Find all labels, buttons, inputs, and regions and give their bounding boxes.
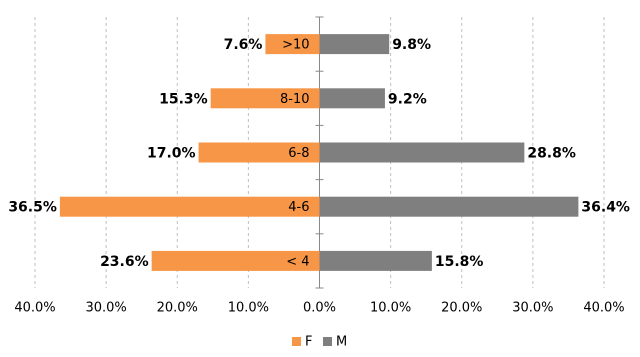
x-tick-label: 20.0% [441,301,482,316]
value-label: 15.3% [159,91,208,107]
value-label: 28.8% [527,146,576,162]
value-label: 23.6% [100,254,149,270]
x-tick-label: 40.0% [14,301,55,316]
legend-swatch [323,337,332,346]
legend-swatch [292,337,301,346]
value-label: 9.8% [392,37,431,53]
bar [210,88,320,109]
bar [265,34,320,55]
value-label: 15.8% [435,254,484,270]
bar [151,250,320,271]
x-tick-label: 40.0% [583,301,624,316]
value-label: 17.0% [147,146,196,162]
bar [319,250,432,271]
category-label: >10 [282,38,309,53]
legend-label: M [336,335,347,350]
bar [319,88,385,109]
x-tick-label: 30.0% [85,301,126,316]
bar [59,196,320,217]
value-label: 7.6% [224,37,263,53]
category-label: < 4 [286,254,309,269]
category-label: 8-10 [280,92,310,107]
bar [319,142,525,163]
x-tick-label: 10.0% [370,301,411,316]
bar [198,142,320,163]
x-tick-label: 30.0% [512,301,553,316]
x-tick-label: 10.0% [228,301,269,316]
bar [319,196,579,217]
category-label: 4-6 [288,200,309,215]
x-tick-label: 20.0% [157,301,198,316]
value-label: 9.2% [388,91,427,107]
value-label: 36.4% [581,200,630,216]
category-label: 6-8 [288,146,309,161]
value-label: 36.5% [8,200,57,216]
x-tick-label: 0.0% [303,301,336,316]
bar [319,34,390,55]
legend-label: F [305,335,312,350]
